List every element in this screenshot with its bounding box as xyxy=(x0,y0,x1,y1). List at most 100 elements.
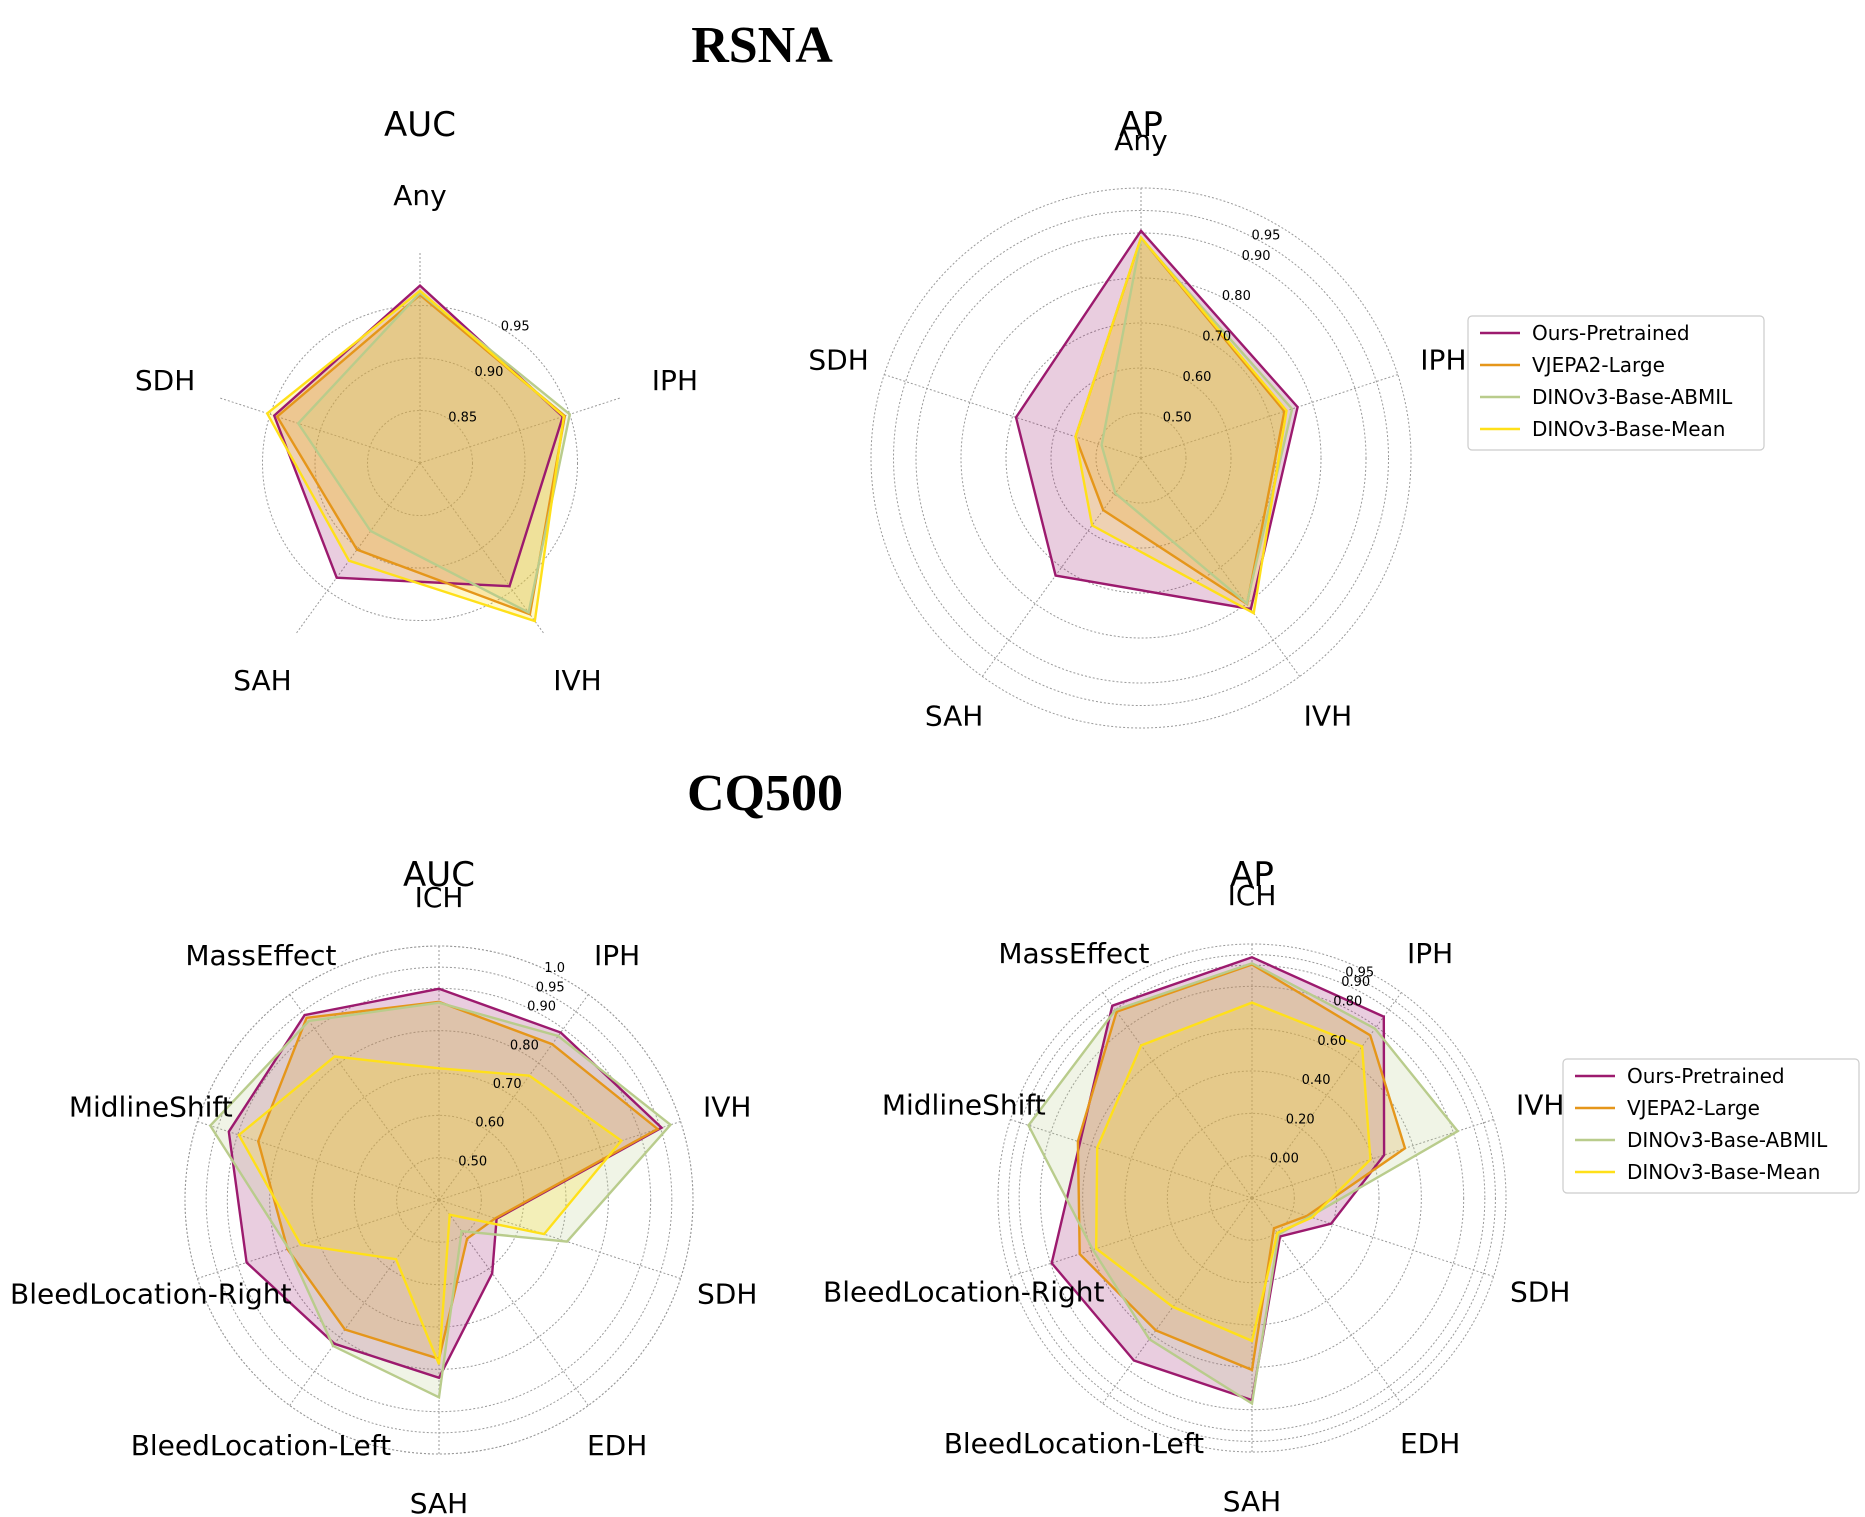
series-line-dinov3-base-abmil xyxy=(296,291,572,615)
axis-label-ivh: IVH xyxy=(1516,1088,1564,1121)
series-line-dinov3-base-abmil xyxy=(1027,961,1460,1406)
legend-cq500: Ours-Pretrained VJEPA2-Large DINOv3-Base-A… xyxy=(1562,1058,1860,1194)
axis-label-any: Any xyxy=(393,179,446,212)
axis-label-ivh: IVH xyxy=(1304,699,1352,732)
series-fill-vjepa2-large xyxy=(258,1001,658,1359)
series-fill-ours-pretrained xyxy=(1016,230,1298,610)
axis-label-sdh: SDH xyxy=(1510,1276,1570,1309)
section-title-rsna: RSNA xyxy=(691,17,833,74)
tick-label: 0.80 xyxy=(510,1038,539,1053)
series-line-dinov3-base-mean xyxy=(1074,235,1288,615)
tick-label: 0.70 xyxy=(1202,330,1231,345)
cq500-auc-radar: AUC 0.50 0.60 0.70 0.80 0.90 0.95 1.0 ICH IPH IVH S… xyxy=(10,855,757,1517)
tick-label: 0.80 xyxy=(1222,289,1251,304)
axis-label-bleedlocation-right: BleedLocation-Right xyxy=(823,1276,1104,1309)
axis-label-sah: SAH xyxy=(1223,1485,1282,1517)
legend-label-vjepa2-large: VJEPA2-Large xyxy=(1627,1096,1760,1120)
legend-label-ours-pretrained: Ours-Pretrained xyxy=(1532,321,1690,345)
series-line-dinov3-base-abmil xyxy=(1100,235,1294,606)
axis-label-any: Any xyxy=(1114,124,1167,157)
tick-label: 0.40 xyxy=(1302,1073,1331,1088)
grid-circle xyxy=(915,232,1367,684)
chart-title: AP xyxy=(1119,105,1163,145)
axis-label-iph: IPH xyxy=(652,364,698,397)
series-fill-dinov3-base-abmil xyxy=(1101,238,1293,604)
series-line-dinov3-base-mean xyxy=(265,289,566,623)
axis-spoke xyxy=(884,374,1142,459)
tick-label: 0.60 xyxy=(1317,1034,1346,1049)
axis-label-ivh: IVH xyxy=(553,664,601,697)
legend-label-dinov3-base-abmil: DINOv3-Base-ABMIL xyxy=(1532,385,1733,409)
series-fill-ours-pretrained xyxy=(228,988,662,1378)
legend-label-dinov3-base-mean: DINOv3-Base-Mean xyxy=(1627,1160,1820,1184)
series-fill-dinov3-base-mean xyxy=(267,290,564,621)
axis-spoke xyxy=(220,397,421,464)
tick-label: 0.95 xyxy=(501,320,530,335)
grid-circle xyxy=(367,410,473,516)
series-fill-dinov3-base-mean xyxy=(1075,237,1287,614)
rsna-ap-radar: AP 0.50 0.60 0.70 0.80 0.90 0.95 Any IPH IVH SAH SD… xyxy=(808,105,1466,732)
axis-label-bleedlocation-left: BleedLocation-Left xyxy=(944,1427,1204,1460)
grid-circle xyxy=(1039,985,1465,1411)
axis-spoke xyxy=(419,397,620,464)
series-fill-vjepa2-large xyxy=(1075,237,1285,604)
axis-label-ich: ICH xyxy=(1228,879,1277,912)
axis-label-sah: SAH xyxy=(925,699,984,732)
grid-circle xyxy=(314,357,526,569)
tick-label: 0.80 xyxy=(1333,995,1362,1010)
grid-circle xyxy=(396,1157,482,1243)
grid-circle xyxy=(1209,1155,1295,1241)
tick-label: 0.90 xyxy=(1341,975,1370,990)
axis-label-sah: SAH xyxy=(410,1487,469,1517)
tick-label: 0.50 xyxy=(458,1154,487,1169)
legend-label-vjepa2-large: VJEPA2-Large xyxy=(1532,353,1665,377)
grid-circle xyxy=(893,210,1389,706)
tick-label: 0.20 xyxy=(1286,1113,1315,1128)
series-line-ours-pretrained xyxy=(227,987,664,1380)
grid-circle xyxy=(311,1072,567,1328)
chart-title: AUC xyxy=(403,855,475,895)
axis-spoke xyxy=(1140,457,1301,677)
tick-label: 0.90 xyxy=(1242,249,1271,264)
axis-label-midlineshift: MidlineShift xyxy=(882,1088,1046,1121)
axis-spoke xyxy=(419,462,544,634)
tick-label: 0.90 xyxy=(475,365,504,380)
cq500-ap-radar: AP 0.00 0.20 0.40 0.60 0.80 0.900.95 ICH IPH IVH S… xyxy=(823,855,1570,1517)
axis-spoke xyxy=(981,457,1142,677)
tick-label: 0.85 xyxy=(448,411,477,426)
axis-label-bleedlocation-right: BleedLocation-Right xyxy=(10,1278,291,1311)
axis-label-iph: IPH xyxy=(1407,937,1453,970)
axis-label-sdh: SDH xyxy=(697,1278,757,1311)
axis-label-iph: IPH xyxy=(594,939,640,972)
grid-circle xyxy=(960,277,1322,639)
series-fill-vjepa2-large xyxy=(1077,964,1405,1370)
series-fill-ours-pretrained xyxy=(274,285,563,587)
grid-circle xyxy=(1008,954,1496,1442)
tick-label: 1.0 xyxy=(544,961,565,976)
series-fill-ours-pretrained xyxy=(1051,957,1385,1401)
series-line-dinov3-base-mean xyxy=(1094,1001,1372,1343)
tick-label: 0.90 xyxy=(527,1000,556,1015)
axis-label-masseffect: MassEffect xyxy=(185,939,336,972)
tick-label: 0.60 xyxy=(475,1116,504,1131)
axis-label-edh: EDH xyxy=(587,1429,647,1462)
legend-frame xyxy=(1467,315,1765,451)
axis-label-sdh: SDH xyxy=(135,364,195,397)
grid-circle xyxy=(1050,367,1232,549)
tick-label: 0.60 xyxy=(1183,370,1212,385)
series-fill-dinov3-base-abmil xyxy=(298,292,570,613)
chart-title: AP xyxy=(1230,855,1274,895)
chart-title: AUC xyxy=(384,105,456,145)
legend-label-ours-pretrained: Ours-Pretrained xyxy=(1627,1064,1785,1088)
axis-label-sah: SAH xyxy=(233,664,292,697)
series-line-vjepa2-large xyxy=(1076,963,1407,1372)
axis-label-ivh: IVH xyxy=(703,1090,751,1123)
rsna-auc-radar: AUC 0.85 0.90 0.95 Any IPH IVH SAH SDH xyxy=(135,105,698,697)
tick-label: 0.00 xyxy=(1270,1152,1299,1167)
tick-label: 0.95 xyxy=(1345,965,1374,980)
section-title-cq500: CQ500 xyxy=(687,765,843,822)
grid-circle xyxy=(1095,412,1187,504)
outer-circle xyxy=(870,187,1412,729)
legend-rsna: Ours-Pretrained VJEPA2-Large DINOv3-Base-A… xyxy=(1467,315,1765,451)
legend-label-dinov3-base-mean: DINOv3-Base-Mean xyxy=(1532,417,1725,441)
